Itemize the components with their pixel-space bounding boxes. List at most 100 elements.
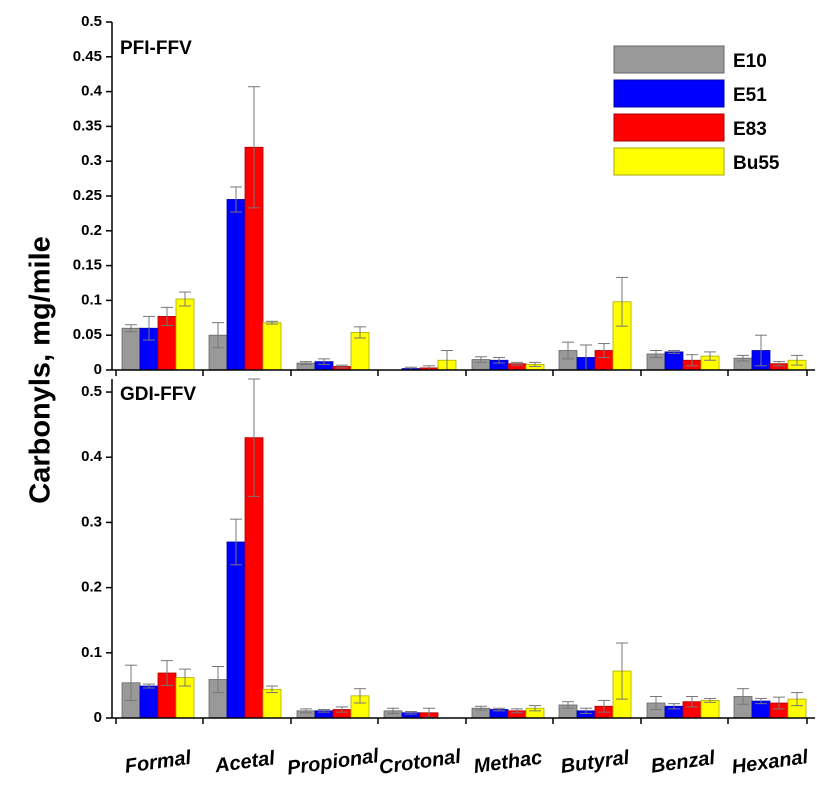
error-bar-pfi-ffv-propional-e10 (300, 361, 312, 365)
x-category-label-methac: Methac (472, 747, 543, 778)
error-bar-gdi-ffv-crotonal-e51 (405, 710, 417, 715)
x-category-label-crotonal: Crotonal (378, 746, 463, 779)
panel-title-bottom: GDI-FFV (120, 384, 196, 405)
bar-pfi-ffv-acetal-bu55 (262, 322, 282, 371)
y-tick-label-top: 0.05 (73, 326, 102, 343)
y-tick-label-top: 0.15 (73, 257, 102, 274)
legend-swatch-e83 (613, 113, 725, 142)
x-category-label-benzal: Benzal (649, 747, 716, 778)
error-bar-pfi-ffv-formal-e10 (125, 324, 137, 333)
bar-gdi-ffv-formal-e51 (139, 685, 159, 719)
error-bar-pfi-ffv-butyral-e83 (598, 343, 610, 358)
error-bar-gdi-ffv-butyral-e10 (562, 701, 574, 709)
error-bar-gdi-ffv-butyral-e51 (580, 707, 592, 714)
error-bar-gdi-ffv-propional-e10 (300, 708, 312, 714)
y-tick-label-top: 0.3 (81, 152, 102, 169)
error-bar-pfi-ffv-benzal-bu55 (704, 351, 716, 361)
bar-pfi-ffv-benzal-e51 (664, 351, 684, 371)
error-bar-pfi-ffv-formal-e51 (143, 315, 155, 341)
y-tick-label-bottom: 0.2 (81, 579, 102, 596)
bar-gdi-ffv-benzal-bu55 (700, 699, 720, 719)
bar-gdi-ffv-acetal-bu55 (262, 688, 282, 719)
error-bar-gdi-ffv-formal-bu55 (179, 668, 191, 687)
y-tick-label-bottom: 0.5 (81, 383, 102, 400)
bar-pfi-ffv-acetal-e51 (226, 199, 246, 371)
bar-gdi-ffv-acetal-e51 (226, 541, 246, 719)
error-bar-gdi-ffv-hexanal-e83 (773, 696, 785, 710)
error-bar-pfi-ffv-hexanal-e10 (737, 354, 749, 362)
error-bar-gdi-ffv-benzal-e83 (686, 695, 698, 708)
y-tick-label-top: 0.4 (81, 83, 103, 100)
error-bar-pfi-ffv-methac-bu55 (529, 361, 541, 368)
error-bar-pfi-ffv-benzal-e83 (686, 354, 698, 367)
error-bar-pfi-ffv-acetal-bu55 (266, 320, 278, 325)
error-bar-gdi-ffv-propional-e51 (318, 709, 330, 713)
error-bar-pfi-ffv-propional-bu55 (354, 326, 366, 339)
error-bar-pfi-ffv-hexanal-bu55 (791, 354, 803, 366)
error-bar-gdi-ffv-formal-e10 (125, 664, 137, 701)
legend-label-bu55: Bu55 (733, 153, 780, 174)
error-bar-gdi-ffv-acetal-bu55 (266, 685, 278, 694)
error-bar-gdi-ffv-acetal-e10 (212, 665, 224, 694)
x-category-label-acetal: Acetal (213, 747, 277, 777)
error-bar-pfi-ffv-benzal-e10 (650, 350, 662, 358)
error-bar-gdi-ffv-formal-e51 (143, 683, 155, 689)
x-category-label-hexanal: Hexanal (730, 746, 809, 779)
error-bar-pfi-ffv-butyral-bu55 (616, 276, 628, 327)
error-bar-pfi-ffv-hexanal-e51 (755, 334, 767, 367)
error-bar-gdi-ffv-crotonal-e10 (387, 707, 399, 714)
error-bar-gdi-ffv-butyral-bu55 (616, 642, 628, 700)
legend-label-e83: E83 (733, 119, 767, 140)
error-bar-gdi-ffv-methac-e10 (475, 705, 487, 711)
x-category-label-butyral: Butyral (559, 747, 631, 778)
y-tick-label-top: 0.2 (81, 222, 102, 239)
y-tick-label-bottom: 0 (94, 709, 102, 726)
x-category-label-propional: Propional (286, 745, 381, 780)
bars-layer (121, 86, 807, 719)
y-tick-label-top: 0.1 (81, 291, 102, 308)
error-bar-pfi-ffv-acetal-e10 (212, 322, 224, 349)
error-bar-pfi-ffv-acetal-e51 (230, 186, 242, 213)
y-tick-label-bottom: 0.4 (81, 448, 103, 465)
y-tick-label-bottom: 0.3 (81, 513, 102, 530)
error-bar-pfi-ffv-methac-e83 (511, 361, 523, 366)
y-tick-label-top: 0.35 (73, 117, 102, 134)
panel-title-top: PFI-FFV (120, 38, 192, 59)
error-bar-gdi-ffv-hexanal-bu55 (791, 692, 803, 707)
error-bar-pfi-ffv-formal-e83 (161, 306, 173, 326)
legend-label-e10: E10 (733, 51, 767, 72)
error-bar-pfi-ffv-propional-e83 (336, 364, 348, 369)
error-bar-gdi-ffv-propional-bu55 (354, 688, 366, 704)
error-bar-pfi-ffv-propional-e51 (318, 358, 330, 365)
error-bar-gdi-ffv-benzal-e51 (668, 703, 680, 710)
error-bar-pfi-ffv-methac-e10 (475, 356, 487, 363)
error-bar-gdi-ffv-methac-e51 (493, 707, 505, 712)
legend-swatch-e10 (613, 45, 725, 74)
y-tick-label-top: 0.5 (81, 13, 102, 30)
y-tick-label-bottom: 0.1 (81, 644, 102, 661)
y-tick-label-top: 0 (94, 361, 102, 378)
error-bar-gdi-ffv-acetal-e83 (248, 378, 260, 497)
legend: E10 E51 E83 Bu55 (613, 45, 780, 176)
error-bar-gdi-ffv-formal-e83 (161, 660, 173, 686)
legend-swatch-bu55 (613, 147, 725, 176)
error-bar-gdi-ffv-benzal-bu55 (704, 697, 716, 703)
error-bar-gdi-ffv-hexanal-e51 (755, 697, 767, 705)
y-tick-label-top: 0.45 (73, 48, 102, 65)
x-category-label-formal: Formal (123, 747, 193, 778)
error-bar-pfi-ffv-formal-bu55 (179, 291, 191, 307)
bar-pfi-ffv-formal-bu55 (175, 298, 195, 371)
y-axis-label: Carbonyls, mg/mile (25, 236, 57, 504)
error-bar-pfi-ffv-hexanal-e83 (773, 361, 785, 367)
error-bar-gdi-ffv-butyral-e83 (598, 699, 610, 713)
error-bar-pfi-ffv-acetal-e83 (248, 86, 260, 209)
error-bar-gdi-ffv-acetal-e51 (230, 518, 242, 566)
legend-swatch-e51 (613, 79, 725, 108)
error-bar-gdi-ffv-methac-e83 (511, 708, 523, 714)
error-bar-pfi-ffv-butyral-e10 (562, 341, 574, 360)
bar-pfi-ffv-formal-e10 (121, 327, 141, 371)
y-tick-label-top: 0.25 (73, 187, 102, 204)
legend-label-e51: E51 (733, 85, 767, 106)
